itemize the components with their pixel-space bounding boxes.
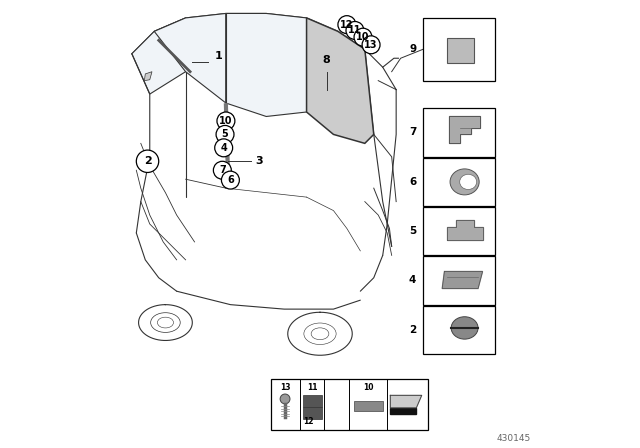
Text: 4: 4 <box>220 143 227 153</box>
Circle shape <box>136 150 159 172</box>
Ellipse shape <box>450 169 479 195</box>
Circle shape <box>221 171 239 189</box>
Text: 2: 2 <box>143 156 152 166</box>
Text: 13: 13 <box>364 40 378 50</box>
Text: 1: 1 <box>214 51 223 61</box>
FancyBboxPatch shape <box>423 18 495 81</box>
Ellipse shape <box>451 317 478 339</box>
FancyBboxPatch shape <box>271 379 428 430</box>
Polygon shape <box>449 116 480 143</box>
Circle shape <box>346 22 364 39</box>
Polygon shape <box>390 408 416 414</box>
Polygon shape <box>447 220 483 240</box>
Circle shape <box>214 139 232 157</box>
Text: 7: 7 <box>219 165 226 175</box>
Text: 11: 11 <box>307 383 317 392</box>
FancyBboxPatch shape <box>423 256 495 305</box>
FancyBboxPatch shape <box>303 395 323 407</box>
Text: 10: 10 <box>219 116 233 126</box>
Circle shape <box>216 125 234 143</box>
Text: 430145: 430145 <box>496 434 531 443</box>
Text: 6: 6 <box>409 177 416 187</box>
Circle shape <box>217 112 235 130</box>
Text: 2: 2 <box>409 325 416 335</box>
Polygon shape <box>132 18 186 94</box>
Ellipse shape <box>460 174 477 190</box>
Text: 5: 5 <box>221 129 228 139</box>
Text: 9: 9 <box>409 44 416 54</box>
FancyBboxPatch shape <box>423 108 495 157</box>
Text: 12: 12 <box>340 20 354 30</box>
Circle shape <box>338 16 356 34</box>
Circle shape <box>354 28 372 46</box>
FancyBboxPatch shape <box>303 407 323 418</box>
Text: 3: 3 <box>255 156 262 166</box>
FancyBboxPatch shape <box>353 401 383 411</box>
Text: 4: 4 <box>409 276 416 285</box>
Polygon shape <box>154 13 226 103</box>
Polygon shape <box>145 72 152 81</box>
Text: 8: 8 <box>323 55 331 65</box>
Polygon shape <box>226 13 307 116</box>
Circle shape <box>213 161 231 179</box>
Text: 13: 13 <box>280 383 291 392</box>
Text: 7: 7 <box>409 127 416 137</box>
Circle shape <box>362 36 380 54</box>
Text: 6: 6 <box>227 175 234 185</box>
Text: 11: 11 <box>348 26 362 35</box>
Circle shape <box>280 394 290 404</box>
FancyBboxPatch shape <box>447 38 474 63</box>
Text: 12: 12 <box>303 417 314 426</box>
Polygon shape <box>307 18 374 143</box>
FancyBboxPatch shape <box>423 306 495 354</box>
Text: 5: 5 <box>409 226 416 236</box>
Polygon shape <box>442 271 483 289</box>
Polygon shape <box>390 395 422 408</box>
Text: 10: 10 <box>363 383 373 392</box>
Text: 10: 10 <box>356 32 370 42</box>
FancyBboxPatch shape <box>423 207 495 255</box>
FancyBboxPatch shape <box>423 158 495 206</box>
